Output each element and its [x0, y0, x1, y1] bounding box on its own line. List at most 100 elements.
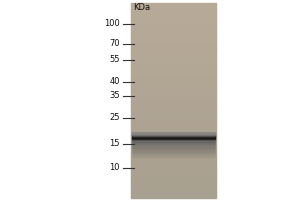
Bar: [130, 180, 216, 182]
Bar: [130, 172, 216, 174]
Bar: [130, 128, 216, 130]
Bar: [130, 21, 216, 22]
Text: 25: 25: [110, 114, 120, 122]
Bar: [130, 66, 216, 68]
Bar: [130, 45, 216, 47]
Bar: [130, 148, 216, 149]
Text: KDa: KDa: [134, 3, 151, 12]
Bar: [130, 161, 216, 162]
Bar: [130, 130, 216, 131]
Text: 10: 10: [110, 164, 120, 172]
Bar: [130, 157, 216, 159]
Bar: [130, 47, 216, 48]
Bar: [130, 36, 216, 37]
Bar: [130, 81, 216, 83]
Bar: [130, 127, 216, 128]
Bar: [130, 18, 216, 19]
Bar: [130, 136, 216, 138]
Bar: [130, 109, 216, 110]
Bar: [130, 100, 216, 102]
Bar: [130, 3, 216, 5]
Bar: [130, 57, 216, 58]
Bar: [130, 178, 216, 180]
Bar: [130, 40, 216, 42]
Bar: [130, 192, 216, 193]
Bar: [130, 6, 216, 8]
Bar: [130, 117, 216, 118]
Bar: [130, 174, 216, 175]
Bar: [130, 104, 216, 105]
Bar: [130, 83, 216, 84]
Bar: [130, 156, 216, 157]
Bar: [130, 32, 216, 34]
Bar: [132, 142, 214, 143]
Bar: [130, 94, 216, 96]
Bar: [130, 78, 216, 79]
Bar: [130, 144, 216, 146]
Bar: [130, 55, 216, 57]
Bar: [130, 175, 216, 177]
Bar: [130, 19, 216, 21]
Bar: [130, 154, 216, 156]
Bar: [130, 125, 216, 127]
Bar: [130, 5, 216, 6]
Bar: [130, 149, 216, 151]
Bar: [130, 159, 216, 161]
Bar: [132, 156, 214, 157]
Bar: [130, 123, 216, 125]
Bar: [130, 71, 216, 73]
Text: 15: 15: [110, 140, 120, 148]
Bar: [130, 115, 216, 117]
Bar: [132, 155, 214, 156]
Bar: [130, 152, 216, 154]
Bar: [132, 151, 214, 152]
Bar: [130, 60, 216, 62]
Bar: [130, 79, 216, 81]
Bar: [130, 63, 216, 65]
Bar: [130, 97, 216, 99]
Bar: [130, 112, 216, 114]
Bar: [130, 131, 216, 133]
Bar: [130, 14, 216, 16]
Bar: [130, 42, 216, 44]
Bar: [132, 141, 214, 142]
Bar: [130, 92, 216, 94]
Bar: [130, 75, 216, 76]
Bar: [130, 105, 216, 107]
Bar: [130, 48, 216, 50]
Bar: [132, 147, 214, 148]
Bar: [130, 122, 216, 123]
Bar: [130, 165, 216, 167]
Bar: [130, 34, 216, 36]
Bar: [132, 144, 214, 145]
Bar: [130, 187, 216, 188]
Bar: [130, 120, 216, 122]
Bar: [130, 16, 216, 18]
Bar: [130, 53, 216, 55]
Bar: [130, 76, 216, 78]
Bar: [130, 135, 216, 136]
Bar: [130, 88, 216, 89]
Bar: [130, 73, 216, 75]
Bar: [132, 153, 214, 154]
Bar: [130, 70, 216, 71]
Bar: [130, 188, 216, 190]
Bar: [130, 50, 216, 52]
Bar: [132, 152, 214, 153]
Bar: [130, 31, 216, 32]
Bar: [130, 102, 216, 104]
Bar: [130, 44, 216, 45]
Bar: [130, 182, 216, 183]
Bar: [130, 138, 216, 140]
Bar: [130, 13, 216, 14]
Bar: [130, 24, 216, 26]
Bar: [130, 114, 216, 115]
Bar: [130, 86, 216, 88]
Bar: [132, 158, 214, 159]
Bar: [130, 26, 216, 27]
Bar: [130, 183, 216, 185]
Text: 55: 55: [110, 55, 120, 64]
Bar: [130, 162, 216, 164]
Bar: [130, 91, 216, 92]
Bar: [132, 143, 214, 144]
